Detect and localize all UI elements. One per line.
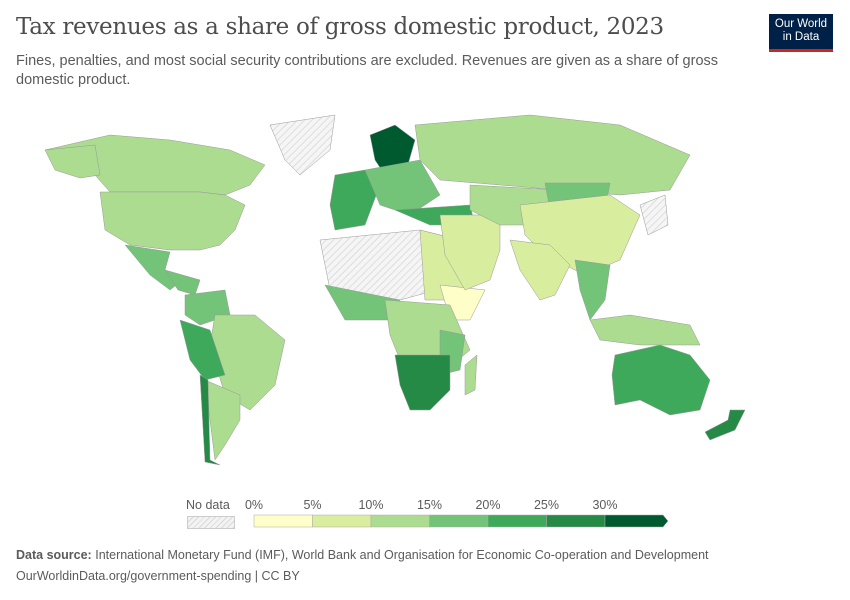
region-mexico[interactable]	[124, 244, 181, 291]
legend-bin-swatch[interactable]	[253, 514, 313, 528]
legend-bin-label: 0%	[245, 498, 263, 512]
legend-bin-swatch[interactable]	[487, 514, 547, 528]
color-legend: 0% 5% 10% 15% 20% 25% 30%	[245, 498, 669, 528]
region-greenland[interactable]	[269, 114, 336, 176]
region-central-europe[interactable]	[364, 159, 441, 216]
data-source-text: International Monetary Fund (IMF), World…	[95, 548, 709, 562]
legend-bin-label: 30%	[592, 498, 617, 512]
region-peru-bolivia[interactable]	[179, 319, 226, 381]
region-southeast-asia[interactable]	[574, 259, 611, 321]
chart-title: Tax revenues as a share of gross domesti…	[16, 14, 664, 40]
legend-no-data-swatch	[187, 516, 235, 529]
region-madagascar[interactable]	[464, 354, 478, 396]
region-australia[interactable]	[611, 344, 711, 416]
region-indonesia[interactable]	[589, 314, 701, 346]
region-japan-korea[interactable]	[639, 194, 669, 236]
region-new-zealand[interactable]	[704, 409, 746, 441]
legend-bin-swatch[interactable]	[604, 514, 669, 528]
region-argentina[interactable]	[204, 379, 241, 461]
url-license[interactable]: OurWorldinData.org/government-spending |…	[16, 569, 300, 583]
legend-bin-label: 20%	[475, 498, 500, 512]
world-map[interactable]	[0, 105, 850, 495]
legend-bin-swatch[interactable]	[312, 514, 372, 528]
legend-no-data-label: No data	[186, 498, 230, 512]
legend-bin-swatch[interactable]	[429, 514, 489, 528]
legend-bin-label: 10%	[358, 498, 383, 512]
legend-bin-label: 5%	[303, 498, 321, 512]
data-source-label: Data source:	[16, 548, 92, 562]
legend-bin-label: 15%	[417, 498, 442, 512]
region-india[interactable]	[509, 239, 571, 301]
region-usa[interactable]	[99, 191, 246, 251]
legend-bin-label: 25%	[534, 498, 559, 512]
owid-logo[interactable]: Our World in Data	[769, 14, 833, 52]
data-source: Data source: International Monetary Fund…	[16, 548, 709, 562]
region-alaska[interactable]	[44, 144, 101, 179]
region-russia[interactable]	[414, 114, 691, 196]
legend-bin-swatch[interactable]	[370, 514, 430, 528]
region-southern-africa[interactable]	[394, 354, 451, 411]
region-chile[interactable]	[199, 374, 221, 466]
chart-subtitle: Fines, penalties, and most social securi…	[16, 53, 719, 88]
legend-bin-swatch[interactable]	[546, 514, 606, 528]
